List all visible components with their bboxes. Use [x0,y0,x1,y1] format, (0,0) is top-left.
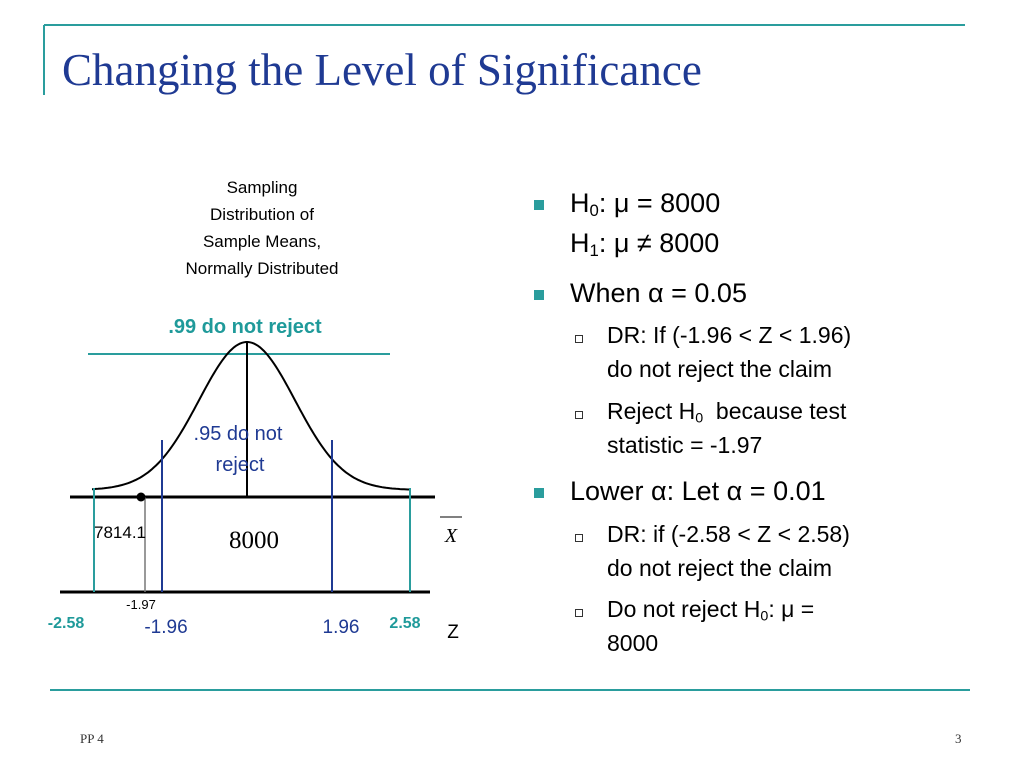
mean-label: 8000 [229,527,279,554]
z-value: -1.96 [144,617,187,638]
subscript: 0 [760,608,769,625]
subscript: 1 [589,241,599,261]
bullet-line: do not reject the claim [607,555,832,582]
text-run: do not reject the claim [607,356,833,382]
z-label: Z [447,622,459,643]
bullet-marker [534,488,544,498]
caption: Distribution of [210,205,314,224]
subscript: 0 [695,410,704,427]
caption: Sampling [227,178,298,197]
bullet-line: DR: If (-1.96 < Z < 1.96) [607,322,851,349]
page-number: 3 [955,731,962,746]
bullet-line: Lower α: Let α = 0.01 [570,476,826,507]
text-run: statistic = -1.97 [607,432,763,458]
sample-point [136,492,146,502]
text-run: 8000 [607,630,659,656]
text-run: : μ = 8000 [598,188,721,218]
text-run: H [570,188,590,218]
bullet-line: Do not reject H0: μ = [607,596,814,625]
text-run: When α = 0.05 [570,278,747,308]
text-run: : μ = [768,596,815,622]
outer-label: .99 do not reject [168,316,322,338]
x-label: X [444,525,458,547]
bullet-line: H0: μ = 8000 [570,188,720,221]
z-value: 2.58 [389,615,420,632]
bullet-marker [534,200,544,210]
text-run: Lower α: Let α = 0.01 [570,476,826,506]
inner-label: .95 do not [194,423,283,445]
bullet-line: do not reject the claim [607,356,832,383]
z-value: -2.58 [48,615,85,632]
caption: Normally Distributed [185,259,338,278]
normal-curve [91,341,410,491]
inner-label: reject [216,454,265,476]
bullet-marker [575,609,583,617]
bullet-line: statistic = -1.97 [607,432,762,459]
text-run: do not reject the claim [607,555,833,581]
footer-left: PP 4 [80,731,104,746]
text-run: DR: if (-2.58 < Z < 2.58) [607,521,850,547]
text-run: DR: If (-1.96 < Z < 1.96) [607,322,852,348]
bullet-marker [575,411,583,419]
bullet-marker [534,290,544,300]
subscript: 0 [589,201,599,221]
z-value: 1.96 [323,617,360,638]
bullet-line: DR: if (-2.58 < Z < 2.58) [607,521,850,548]
bullet-marker [575,534,583,542]
slide-title: Changing the Level of Significance [62,45,702,95]
text-run: Do not reject H [607,596,761,622]
bullet-line: Reject H0 because test [607,398,846,427]
text-run: H [570,228,590,258]
text-run: : μ ≠ 8000 [598,228,720,258]
z-value: -1.97 [126,597,156,612]
text-run: Reject H [607,398,696,424]
sample-label: 7814.1 [94,523,146,542]
bullet-line: When α = 0.05 [570,278,747,309]
bullet-marker [575,335,583,343]
caption: Sample Means, [203,232,321,251]
text-run: because test [703,398,847,424]
bullet-line: H1: μ ≠ 8000 [570,228,719,261]
bullet-line: 8000 [607,630,658,657]
